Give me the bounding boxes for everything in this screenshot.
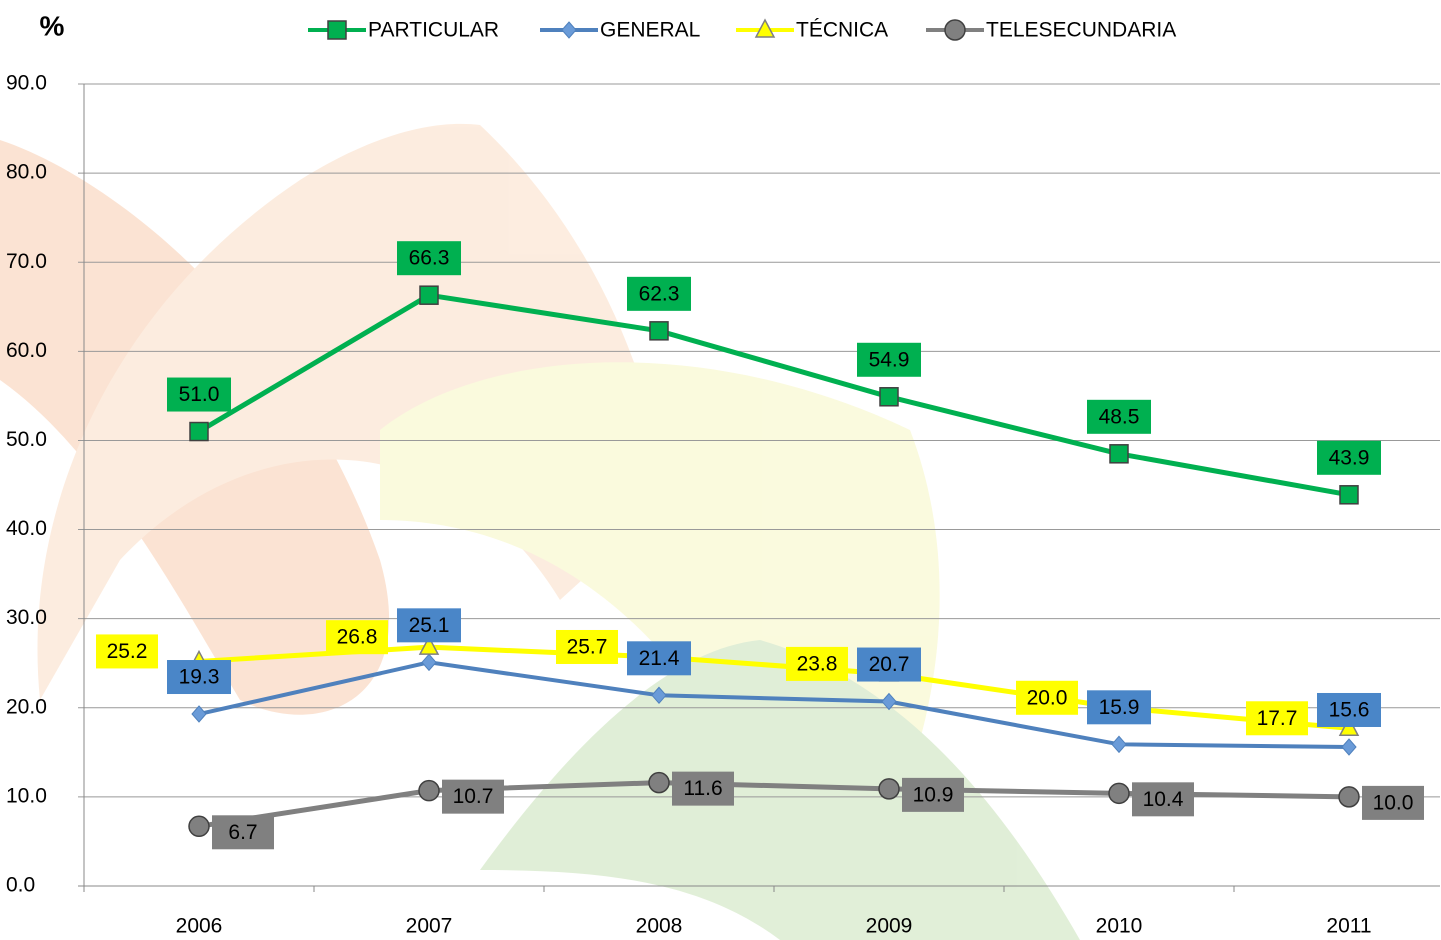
data-label-box bbox=[627, 641, 691, 676]
marker bbox=[649, 321, 669, 341]
data-label: 62.3 bbox=[639, 282, 680, 305]
x-tick-label: 2008 bbox=[636, 915, 683, 938]
data-label: 10.4 bbox=[1143, 788, 1184, 811]
data-label-box bbox=[96, 634, 158, 669]
marker bbox=[648, 771, 670, 794]
x-tick-label: 2011 bbox=[1326, 915, 1371, 938]
marker bbox=[754, 18, 776, 38]
data-label: 21.4 bbox=[639, 647, 680, 670]
data-label-box bbox=[167, 377, 231, 412]
y-tick-label: 20.0 bbox=[6, 695, 47, 718]
marker bbox=[418, 779, 440, 802]
data-label: 25.7 bbox=[567, 636, 608, 659]
data-label-box bbox=[1317, 440, 1381, 475]
marker bbox=[191, 705, 207, 723]
y-axis-label: % bbox=[40, 10, 65, 41]
data-label-box bbox=[672, 771, 734, 806]
legend-label: GENERAL bbox=[600, 19, 700, 42]
data-label-box bbox=[1246, 701, 1308, 736]
series-line bbox=[198, 644, 1350, 731]
data-label-box bbox=[556, 629, 618, 664]
series-line bbox=[198, 660, 1350, 749]
data-label: 20.7 bbox=[869, 653, 910, 676]
data-label-box bbox=[397, 608, 461, 643]
marker bbox=[189, 421, 209, 442]
data-label-box bbox=[397, 241, 461, 276]
data-label-box bbox=[167, 660, 231, 695]
data-label-box bbox=[1016, 680, 1078, 715]
legend-label: TELESECUNDARIA bbox=[986, 19, 1176, 42]
y-tick-label: 50.0 bbox=[6, 428, 47, 451]
x-tick-label: 2010 bbox=[1096, 915, 1143, 938]
y-tick-label: 60.0 bbox=[6, 339, 47, 362]
marker bbox=[188, 815, 210, 838]
marker bbox=[419, 285, 439, 305]
y-tick-label: 0.0 bbox=[6, 874, 35, 897]
y-tick-label: 90.0 bbox=[6, 72, 47, 95]
data-label: 11.6 bbox=[683, 777, 722, 800]
legend-label: TÉCNICA bbox=[796, 19, 888, 42]
background-decoration bbox=[0, 123, 1080, 940]
data-label-box bbox=[902, 777, 964, 812]
marker bbox=[944, 19, 966, 41]
marker bbox=[561, 21, 577, 39]
data-label: 15.9 bbox=[1099, 696, 1140, 719]
marker bbox=[879, 387, 899, 407]
data-label: 20.0 bbox=[1027, 686, 1068, 709]
data-label-box bbox=[1087, 399, 1151, 434]
marker bbox=[881, 692, 897, 711]
data-label-box bbox=[326, 620, 388, 655]
data-label-box bbox=[857, 647, 921, 682]
data-label: 10.9 bbox=[913, 783, 954, 806]
y-tick-label: 10.0 bbox=[6, 784, 47, 807]
marker bbox=[1108, 782, 1130, 805]
data-label: 23.8 bbox=[797, 652, 838, 675]
x-tick-label: 2006 bbox=[176, 915, 223, 938]
data-label: 48.5 bbox=[1099, 405, 1140, 428]
data-label-box bbox=[212, 815, 274, 850]
data-label: 43.9 bbox=[1329, 446, 1370, 469]
data-label: 10.7 bbox=[453, 785, 494, 808]
data-label-box bbox=[786, 646, 848, 681]
marker bbox=[421, 653, 437, 672]
data-label-box bbox=[1362, 785, 1424, 820]
marker bbox=[1111, 735, 1127, 754]
marker bbox=[327, 20, 347, 40]
series-line bbox=[197, 292, 1350, 498]
marker bbox=[418, 635, 440, 655]
data-label: 66.3 bbox=[409, 247, 450, 270]
data-label-box bbox=[1087, 690, 1151, 725]
data-label-box bbox=[442, 779, 504, 814]
y-tick-label: 30.0 bbox=[6, 606, 47, 629]
y-tick-label: 80.0 bbox=[6, 161, 47, 184]
marker bbox=[1339, 485, 1359, 505]
data-label: 17.7 bbox=[1257, 707, 1298, 730]
data-label: 15.6 bbox=[1329, 699, 1370, 722]
marker bbox=[1109, 444, 1129, 464]
legend-label: PARTICULAR bbox=[368, 19, 499, 42]
data-label: 25.1 bbox=[409, 614, 450, 637]
data-label: 25.2 bbox=[107, 640, 148, 663]
x-tick-label: 2007 bbox=[406, 915, 453, 938]
marker bbox=[1338, 786, 1360, 808]
data-label: 6.7 bbox=[228, 821, 257, 844]
marker bbox=[1341, 738, 1357, 756]
y-tick-label: 40.0 bbox=[6, 517, 47, 540]
data-label: 54.9 bbox=[869, 348, 910, 371]
data-label: 51.0 bbox=[179, 383, 220, 406]
data-label-box bbox=[1317, 692, 1381, 727]
marker bbox=[651, 686, 667, 705]
data-label-box bbox=[857, 342, 921, 377]
data-label: 26.8 bbox=[337, 626, 378, 649]
data-label-box bbox=[627, 276, 691, 311]
data-label: 19.3 bbox=[179, 666, 220, 689]
marker bbox=[878, 778, 900, 800]
y-tick-label: 70.0 bbox=[6, 250, 47, 273]
data-label: 10.0 bbox=[1373, 791, 1414, 814]
x-tick-label: 2009 bbox=[866, 915, 913, 938]
data-label-box bbox=[1132, 782, 1194, 817]
